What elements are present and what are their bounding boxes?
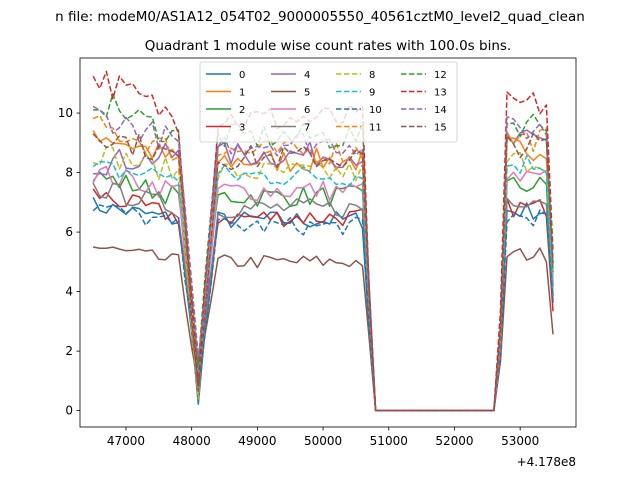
series-line-15 xyxy=(92,132,554,412)
y-tick-label: 0 xyxy=(65,404,73,418)
legend-label-14: 14 xyxy=(434,105,447,116)
legend-label-13: 13 xyxy=(434,88,447,99)
y-tick-label: 8 xyxy=(65,166,73,180)
x-tick-label: 51000 xyxy=(370,434,408,448)
y-tick-label: 6 xyxy=(65,225,73,239)
x-tick-label: 52000 xyxy=(435,434,473,448)
legend-label-9: 9 xyxy=(369,88,375,99)
x-tick-label: 53000 xyxy=(501,434,539,448)
legend-label-12: 12 xyxy=(434,70,447,81)
y-tick-label: 4 xyxy=(65,285,73,299)
series-line-13 xyxy=(92,70,554,412)
series-line-9 xyxy=(92,155,554,412)
x-tick-label: 50000 xyxy=(304,434,342,448)
plot-area xyxy=(92,70,554,412)
legend-label-10: 10 xyxy=(369,105,382,116)
legend-label-4: 4 xyxy=(304,70,310,81)
y-tick-label: 10 xyxy=(58,106,73,120)
legend-label-1: 1 xyxy=(239,88,245,99)
legend-label-8: 8 xyxy=(369,70,375,81)
legend-label-3: 3 xyxy=(239,123,245,134)
legend-label-6: 6 xyxy=(304,105,310,116)
x-tick-label: 47000 xyxy=(107,434,145,448)
legend-label-11: 11 xyxy=(369,123,382,134)
series-lines xyxy=(92,70,554,412)
legend-label-0: 0 xyxy=(239,70,245,81)
y-tick-label: 2 xyxy=(65,344,73,358)
x-tick-label: 48000 xyxy=(173,434,211,448)
axes-frame xyxy=(79,57,577,428)
legend-label-2: 2 xyxy=(239,105,245,116)
axes: 47000 48000 49000 50000 51000 52000 53000 0 2 4 6 8… xyxy=(58,57,577,448)
legend-label-15: 15 xyxy=(434,123,447,134)
x-tick-label: 49000 xyxy=(238,434,276,448)
legend-box xyxy=(199,61,458,143)
figure-suptitle: n file: modeM0/AS1A12_054T02_9000005550_… xyxy=(55,9,585,25)
legend-label-7: 7 xyxy=(304,123,310,134)
legend-label-5: 5 xyxy=(304,88,310,99)
x-offset-label: +4.178e8 xyxy=(517,455,576,469)
chart-title: Quadrant 1 module wise count rates with … xyxy=(145,38,511,54)
